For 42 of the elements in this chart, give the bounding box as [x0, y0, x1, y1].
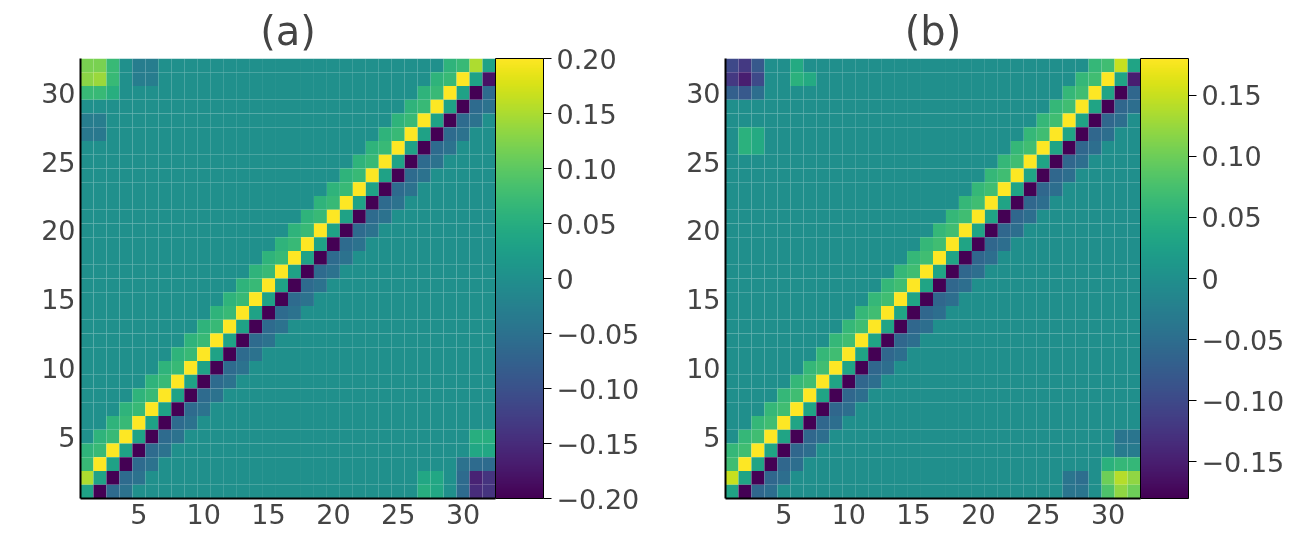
x-tick-label: 20 — [961, 498, 996, 530]
y-tick-label: 20 — [41, 215, 76, 247]
y-tick-label: 20 — [686, 215, 721, 247]
y-tick-label: 25 — [686, 146, 721, 178]
x-tick-label: 10 — [831, 498, 866, 530]
y-tick-label: 15 — [686, 284, 721, 316]
color-bar-label: 0.10 — [1201, 141, 1262, 173]
x-tick-label: 15 — [251, 498, 286, 530]
y-tick-label: 25 — [41, 146, 76, 178]
color-bar-label: −0.20 — [556, 483, 640, 515]
y-tick-label: 10 — [41, 352, 76, 384]
color-bar-label: 0.05 — [1201, 202, 1262, 234]
x-tick-label: 15 — [896, 498, 931, 530]
color-bar-label: 0.10 — [556, 153, 617, 185]
x-tick-label: 30 — [445, 498, 481, 530]
color-bar-label: −0.05 — [556, 318, 640, 350]
x-tick-label: 10 — [186, 498, 221, 530]
x-tick-label: 5 — [130, 498, 148, 530]
x-tick-label: 25 — [1026, 498, 1061, 530]
y-tick-label: 30 — [686, 77, 721, 109]
chart-title: (b) — [904, 7, 962, 54]
color-bar-label: 0 — [556, 263, 574, 295]
color-bar-label: 0 — [1201, 263, 1219, 295]
color-bar-label: −0.15 — [556, 428, 640, 460]
y-tick-label: 10 — [686, 352, 721, 384]
color-bar-label: −0.10 — [1201, 385, 1285, 417]
x-tick-label: 25 — [381, 498, 416, 530]
y-tick-label: 5 — [703, 421, 721, 453]
color-bar-label: 0.20 — [556, 43, 617, 75]
y-tick-label: 15 — [41, 284, 76, 316]
y-tick-label: 30 — [41, 77, 76, 109]
y-tick-label: 5 — [58, 421, 76, 453]
color-bar-label: 0.15 — [556, 98, 617, 130]
x-tick-label: 20 — [316, 498, 351, 530]
color-bar-label: −0.05 — [1201, 324, 1285, 356]
color-bar-label: −0.15 — [1201, 446, 1285, 478]
chart-title: (a) — [260, 7, 316, 54]
color-bar-label: −0.10 — [556, 373, 640, 405]
color-bar-label: 0.05 — [556, 208, 617, 240]
color-bar-label: 0.15 — [1201, 80, 1262, 112]
x-tick-label: 30 — [1090, 498, 1126, 530]
x-tick-label: 5 — [775, 498, 793, 530]
